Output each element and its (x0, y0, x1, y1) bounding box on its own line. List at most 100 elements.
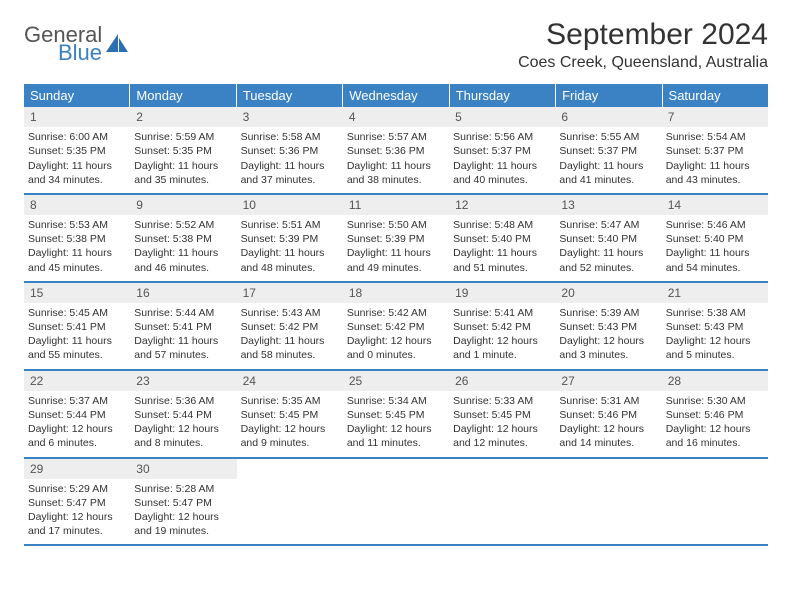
daylight-line: Daylight: 12 hours and 0 minutes. (347, 334, 445, 362)
day-body: Sunrise: 5:33 AMSunset: 5:45 PMDaylight:… (449, 391, 555, 457)
day-cell: 11Sunrise: 5:50 AMSunset: 5:39 PMDayligh… (343, 195, 449, 281)
week-row: 15Sunrise: 5:45 AMSunset: 5:41 PMDayligh… (24, 283, 768, 371)
day-body: Sunrise: 5:47 AMSunset: 5:40 PMDaylight:… (555, 215, 661, 281)
day-cell: 10Sunrise: 5:51 AMSunset: 5:39 PMDayligh… (237, 195, 343, 281)
sunset-line: Sunset: 5:45 PM (453, 408, 551, 422)
sunrise-line: Sunrise: 5:59 AM (134, 130, 232, 144)
sunset-line: Sunset: 5:43 PM (559, 320, 657, 334)
sunrise-line: Sunrise: 5:57 AM (347, 130, 445, 144)
day-cell: 12Sunrise: 5:48 AMSunset: 5:40 PMDayligh… (449, 195, 555, 281)
day-body: Sunrise: 5:41 AMSunset: 5:42 PMDaylight:… (449, 303, 555, 369)
daylight-line: Daylight: 11 hours and 46 minutes. (134, 246, 232, 274)
day-cell: 9 Sunrise: 5:52 AMSunset: 5:38 PMDaylight… (130, 195, 236, 281)
day-cell (555, 459, 661, 545)
day-number: 19 (449, 283, 555, 303)
sunset-line: Sunset: 5:43 PM (666, 320, 764, 334)
sunrise-line: Sunrise: 5:50 AM (347, 218, 445, 232)
day-body: Sunrise: 5:37 AMSunset: 5:44 PMDaylight:… (24, 391, 130, 457)
day-body: Sunrise: 5:30 AMSunset: 5:46 PMDaylight:… (662, 391, 768, 457)
day-body: Sunrise: 5:45 AMSunset: 5:41 PMDaylight:… (24, 303, 130, 369)
daylight-line: Daylight: 12 hours and 8 minutes. (134, 422, 232, 450)
daylight-line: Daylight: 11 hours and 55 minutes. (28, 334, 126, 362)
daylight-line: Daylight: 11 hours and 58 minutes. (241, 334, 339, 362)
day-number: 2 (130, 107, 236, 127)
day-cell: 7Sunrise: 5:54 AMSunset: 5:37 PMDaylight… (662, 107, 768, 193)
day-body: Sunrise: 5:55 AMSunset: 5:37 PMDaylight:… (555, 127, 661, 193)
sunset-line: Sunset: 5:41 PM (134, 320, 232, 334)
dow-header: Sunday (24, 84, 130, 107)
sunrise-line: Sunrise: 5:39 AM (559, 306, 657, 320)
day-cell: 8Sunrise: 5:53 AMSunset: 5:38 PMDaylight… (24, 195, 130, 281)
day-cell: 28Sunrise: 5:30 AMSunset: 5:46 PMDayligh… (662, 371, 768, 457)
sunrise-line: Sunrise: 5:56 AM (453, 130, 551, 144)
day-body: Sunrise: 5:38 AMSunset: 5:43 PMDaylight:… (662, 303, 768, 369)
day-cell: 22Sunrise: 5:37 AMSunset: 5:44 PMDayligh… (24, 371, 130, 457)
day-number: 23 (130, 371, 236, 391)
sunset-line: Sunset: 5:38 PM (134, 232, 232, 246)
day-cell (343, 459, 449, 545)
sunset-line: Sunset: 5:38 PM (28, 232, 126, 246)
daylight-line: Daylight: 12 hours and 11 minutes. (347, 422, 445, 450)
sunset-line: Sunset: 5:42 PM (241, 320, 339, 334)
day-number: 9 (130, 195, 236, 215)
sunset-line: Sunset: 5:44 PM (28, 408, 126, 422)
day-body: Sunrise: 5:48 AMSunset: 5:40 PMDaylight:… (449, 215, 555, 281)
sunrise-line: Sunrise: 5:36 AM (134, 394, 232, 408)
sunset-line: Sunset: 5:35 PM (134, 144, 232, 158)
sunrise-line: Sunrise: 5:47 AM (559, 218, 657, 232)
daylight-line: Daylight: 12 hours and 9 minutes. (241, 422, 339, 450)
daylight-line: Daylight: 11 hours and 34 minutes. (28, 159, 126, 187)
day-body: Sunrise: 6:00 AMSunset: 5:35 PMDaylight:… (24, 127, 130, 193)
page-title: September 2024 (518, 18, 768, 52)
sunrise-line: Sunrise: 6:00 AM (28, 130, 126, 144)
day-body: Sunrise: 5:43 AMSunset: 5:42 PMDaylight:… (237, 303, 343, 369)
day-cell: 13Sunrise: 5:47 AMSunset: 5:40 PMDayligh… (555, 195, 661, 281)
location-subtitle: Coes Creek, Queensland, Australia (518, 54, 768, 72)
sunset-line: Sunset: 5:36 PM (241, 144, 339, 158)
day-cell: 27Sunrise: 5:31 AMSunset: 5:46 PMDayligh… (555, 371, 661, 457)
sunset-line: Sunset: 5:46 PM (666, 408, 764, 422)
dow-header: Monday (130, 84, 236, 107)
day-number: 8 (24, 195, 130, 215)
daylight-line: Daylight: 11 hours and 35 minutes. (134, 159, 232, 187)
week-row: 22Sunrise: 5:37 AMSunset: 5:44 PMDayligh… (24, 371, 768, 459)
sunset-line: Sunset: 5:37 PM (453, 144, 551, 158)
sunrise-line: Sunrise: 5:44 AM (134, 306, 232, 320)
sunset-line: Sunset: 5:46 PM (559, 408, 657, 422)
daylight-line: Daylight: 11 hours and 49 minutes. (347, 246, 445, 274)
sunrise-line: Sunrise: 5:45 AM (28, 306, 126, 320)
sunset-line: Sunset: 5:35 PM (28, 144, 126, 158)
day-cell: 17Sunrise: 5:43 AMSunset: 5:42 PMDayligh… (237, 283, 343, 369)
day-body: Sunrise: 5:46 AMSunset: 5:40 PMDaylight:… (662, 215, 768, 281)
sunrise-line: Sunrise: 5:58 AM (241, 130, 339, 144)
brand-logo: General Blue (24, 24, 130, 64)
sunrise-line: Sunrise: 5:52 AM (134, 218, 232, 232)
daylight-line: Daylight: 12 hours and 6 minutes. (28, 422, 126, 450)
sunrise-line: Sunrise: 5:30 AM (666, 394, 764, 408)
daylight-line: Daylight: 11 hours and 52 minutes. (559, 246, 657, 274)
day-cell: 25Sunrise: 5:34 AMSunset: 5:45 PMDayligh… (343, 371, 449, 457)
day-number: 26 (449, 371, 555, 391)
sunset-line: Sunset: 5:40 PM (453, 232, 551, 246)
sunset-line: Sunset: 5:37 PM (559, 144, 657, 158)
sunrise-line: Sunrise: 5:31 AM (559, 394, 657, 408)
daylight-line: Daylight: 11 hours and 48 minutes. (241, 246, 339, 274)
week-row: 1Sunrise: 6:00 AMSunset: 5:35 PMDaylight… (24, 107, 768, 195)
day-body: Sunrise: 5:56 AMSunset: 5:37 PMDaylight:… (449, 127, 555, 193)
sunrise-line: Sunrise: 5:35 AM (241, 394, 339, 408)
sunset-line: Sunset: 5:39 PM (347, 232, 445, 246)
day-cell: 29Sunrise: 5:29 AMSunset: 5:47 PMDayligh… (24, 459, 130, 545)
day-body: Sunrise: 5:39 AMSunset: 5:43 PMDaylight:… (555, 303, 661, 369)
sunrise-line: Sunrise: 5:42 AM (347, 306, 445, 320)
day-number: 3 (237, 107, 343, 127)
day-number: 5 (449, 107, 555, 127)
sunset-line: Sunset: 5:40 PM (559, 232, 657, 246)
day-body: Sunrise: 5:58 AMSunset: 5:36 PMDaylight:… (237, 127, 343, 193)
day-body: Sunrise: 5:35 AMSunset: 5:45 PMDaylight:… (237, 391, 343, 457)
day-cell (237, 459, 343, 545)
dow-header: Thursday (450, 84, 556, 107)
day-body: Sunrise: 5:44 AMSunset: 5:41 PMDaylight:… (130, 303, 236, 369)
day-number: 18 (343, 283, 449, 303)
day-number: 10 (237, 195, 343, 215)
sunset-line: Sunset: 5:45 PM (347, 408, 445, 422)
